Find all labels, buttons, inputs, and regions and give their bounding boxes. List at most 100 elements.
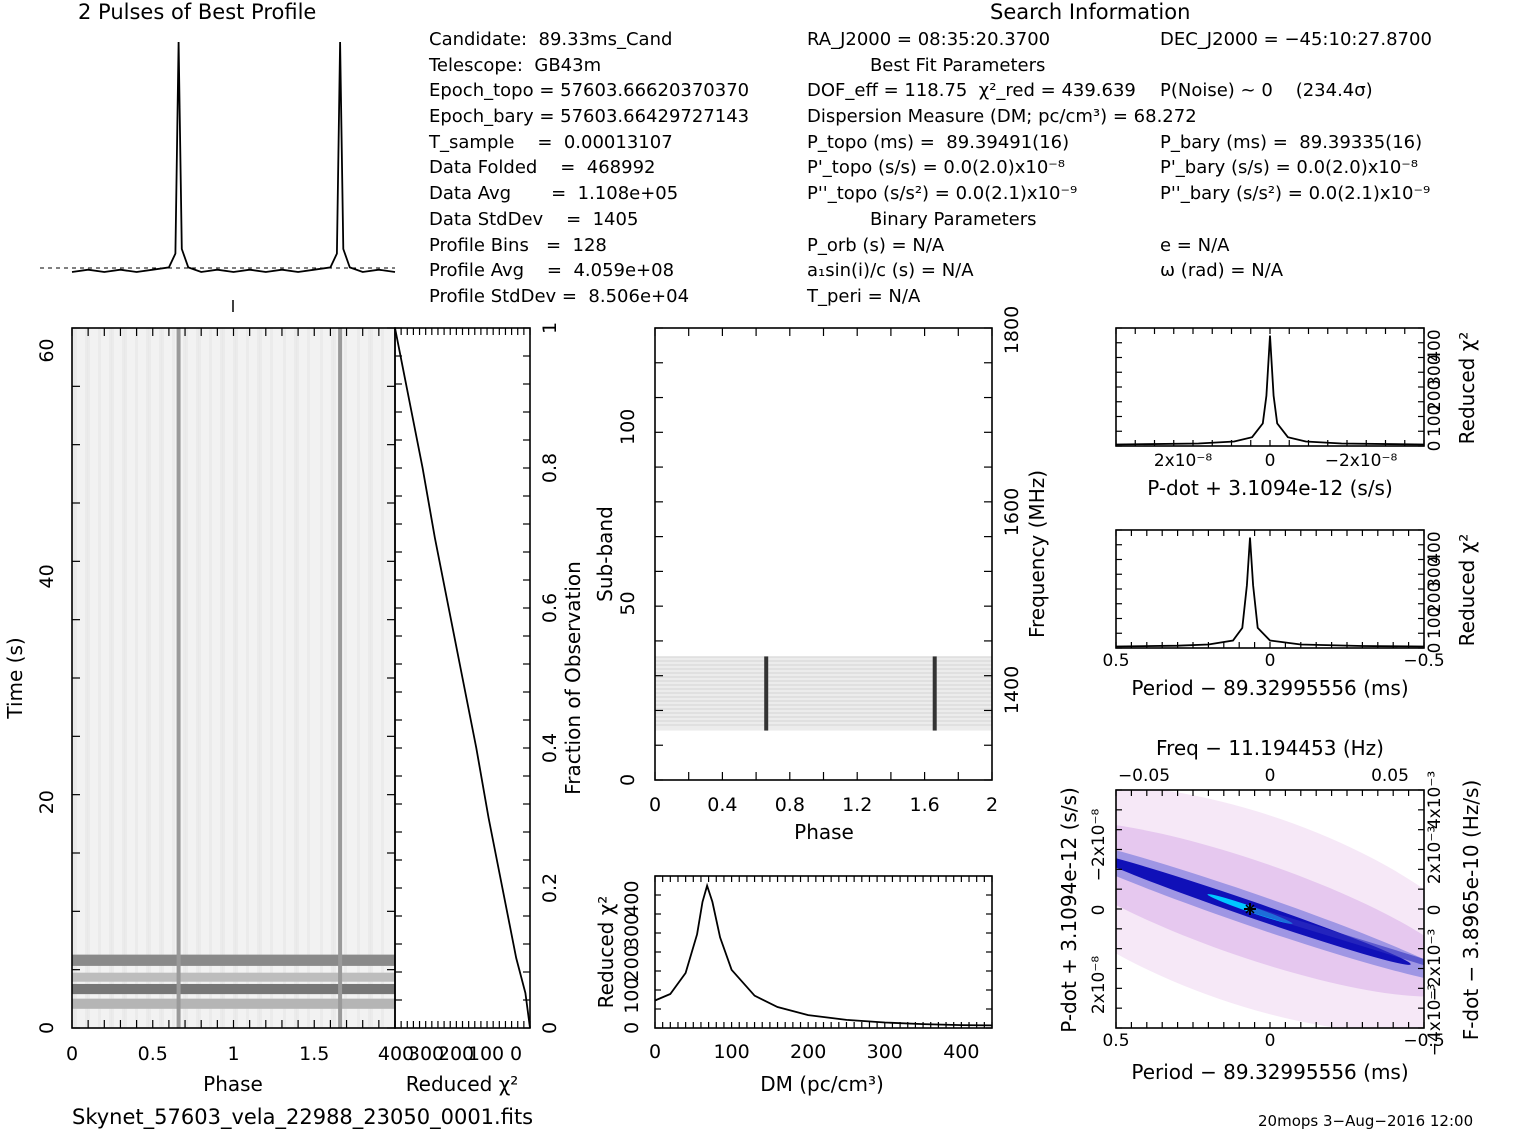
info-line: P_topo (ms) = 89.39491(16) (807, 131, 1070, 153)
heatmap-noise (235, 328, 238, 1028)
subband-row (655, 716, 992, 718)
info-column-2: RA_J2000 = 08:35:20.3700 Best Fit Parame… (807, 27, 1197, 310)
heatmap-noise (135, 328, 138, 1028)
subband-row (655, 704, 992, 706)
x2-tick-label: 0.05 (1371, 766, 1409, 786)
heatmap-noise (257, 328, 260, 1028)
x-axis-label: Period − 89.32995556 (ms) (1131, 1060, 1408, 1084)
y-tick-label: 40 (36, 564, 58, 588)
heatmap-noise (370, 328, 373, 1028)
subband-row (655, 700, 992, 702)
x-axis-label: Reduced χ² (406, 1072, 519, 1096)
x-tick-label: 0 (1265, 651, 1276, 671)
info-line: Profile Avg = 4.059e+08 (429, 260, 675, 282)
x-tick-label: 2 (986, 794, 998, 816)
info-line: DEC_J2000 = −45:10:27.8700 (1160, 29, 1432, 50)
y-tick-label: 20 (36, 790, 58, 814)
info-line: Telescope: GB43m (429, 54, 602, 76)
subband-pulse (764, 656, 769, 731)
subband-panel: 0 0.4 0.8 1.2 1.6 2 Phase 0 50 100 Sub-band 1400 160… (593, 306, 1049, 844)
x-tick-label: 400 (943, 1041, 979, 1063)
y-axis-label: Reduced χ² (1455, 332, 1479, 445)
y-tick-label: 0 (1425, 643, 1445, 654)
x-tick-label: 200 (438, 1043, 474, 1065)
x-axis-label: Phase (794, 820, 854, 844)
subband-row (655, 656, 992, 658)
heatmap-noise (111, 328, 114, 1028)
x-tick-label: −0.5 (1403, 651, 1444, 671)
info-line: T_sample = 0.00013107 (429, 131, 673, 153)
x2-tick-label: −0.05 (1118, 766, 1170, 786)
x-axis-label: DM (pc/cm³) (760, 1072, 884, 1096)
heatmap-row (72, 983, 395, 995)
y-tick-label: 0 (617, 774, 639, 786)
y2-tick-label: 4x10⁻³ (1425, 771, 1445, 829)
x2-axis-label: Freq − 11.194453 (Hz) (1156, 736, 1384, 760)
info-line: DOF_eff = 118.75 χ²_red = 439.639 (807, 80, 1136, 102)
y-tick-label: 0 (1089, 905, 1109, 916)
subband-row (655, 720, 992, 722)
info-line: ω (rad) = N/A (1160, 260, 1284, 282)
dm-curve-line (654, 882, 993, 1027)
heatmap-noise (296, 328, 299, 1028)
y-axis-label: Fraction of Observation (561, 561, 585, 795)
x-tick-label: −2x10⁻⁸ (1325, 451, 1398, 471)
subband-row (655, 672, 992, 674)
x-tick-label: 1.6 (909, 794, 939, 816)
subband-row (655, 680, 992, 682)
y-tick-label: 400 (1425, 329, 1445, 361)
time-phase-panel: 0 0.5 1 1.5 Phase 0 20 40 60 Time (s) (3, 327, 396, 1096)
heatmap-noise (87, 328, 90, 1028)
y-tick-label: 400 (1425, 531, 1445, 563)
chi2-time-curve (394, 327, 531, 1029)
y-tick-label: 0 (539, 1022, 561, 1034)
heatmap-noise (159, 328, 162, 1028)
heatmap-noise (283, 328, 286, 1028)
y2-axis-label: F-dot − 3.8965e-10 (Hz/s) (1459, 780, 1483, 1041)
heatmap-noise (333, 328, 336, 1028)
info-line: Epoch_topo = 57603.66620370370 (429, 80, 750, 102)
info-line: Profile Bins = 128 (429, 234, 607, 256)
heatmap-noise (172, 328, 175, 1028)
info-line: Data Folded = 468992 (429, 157, 656, 179)
subband-row (655, 684, 992, 686)
heatmap-noise (209, 328, 212, 1028)
best-fit-marker (1245, 904, 1255, 914)
footer-filename: Skynet_57603_vela_22988_23050_0001.fits (72, 1105, 534, 1129)
heatmap-noise (98, 328, 101, 1028)
heatmap-noise (185, 328, 188, 1028)
heatmap-noise (220, 328, 223, 1028)
heatmap-noise (307, 328, 310, 1028)
info-line: P_orb (s) = N/A (807, 234, 945, 256)
heatmap-noise (344, 328, 347, 1028)
heatmap-noise (222, 328, 225, 1028)
x-tick-label: 0 (649, 794, 661, 816)
heatmap-noise (183, 328, 186, 1028)
footer-stamp: 20mops 3−Aug−2016 12:00 (1258, 1112, 1474, 1130)
info-line: a₁sin(i)/c (s) = N/A (807, 260, 974, 282)
y-tick-label: 0.2 (539, 873, 561, 903)
heatmap-row (72, 972, 395, 982)
heatmap-noise (124, 328, 127, 1028)
y-axis-label: Time (s) (3, 637, 27, 719)
plot-frame (1115, 529, 1425, 649)
info-column-1: Candidate: 89.33ms_Cand Telescope: GB43m E… (429, 27, 749, 310)
info-line: Best Fit Parameters (807, 54, 1046, 76)
subband-row (655, 660, 992, 662)
x-tick-label: 1.2 (842, 794, 872, 816)
info-line: RA_J2000 = 08:35:20.3700 (807, 29, 1051, 50)
heatmap-noise (357, 328, 360, 1028)
pulse-track (338, 328, 343, 1028)
y-tick-label: 100 (1425, 405, 1445, 437)
heatmap-noise (331, 328, 334, 1028)
x2-tick-label: 0 (1265, 766, 1276, 786)
y-axis-label: Sub-band (593, 506, 617, 602)
heatmap-noise (85, 328, 88, 1028)
x-axis-label: Period − 89.32995556 (ms) (1131, 676, 1408, 700)
y-tick-label: 0.8 (539, 453, 561, 483)
subband-row (655, 712, 992, 714)
subband-pulse (932, 656, 937, 731)
heatmap-noise (259, 328, 262, 1028)
